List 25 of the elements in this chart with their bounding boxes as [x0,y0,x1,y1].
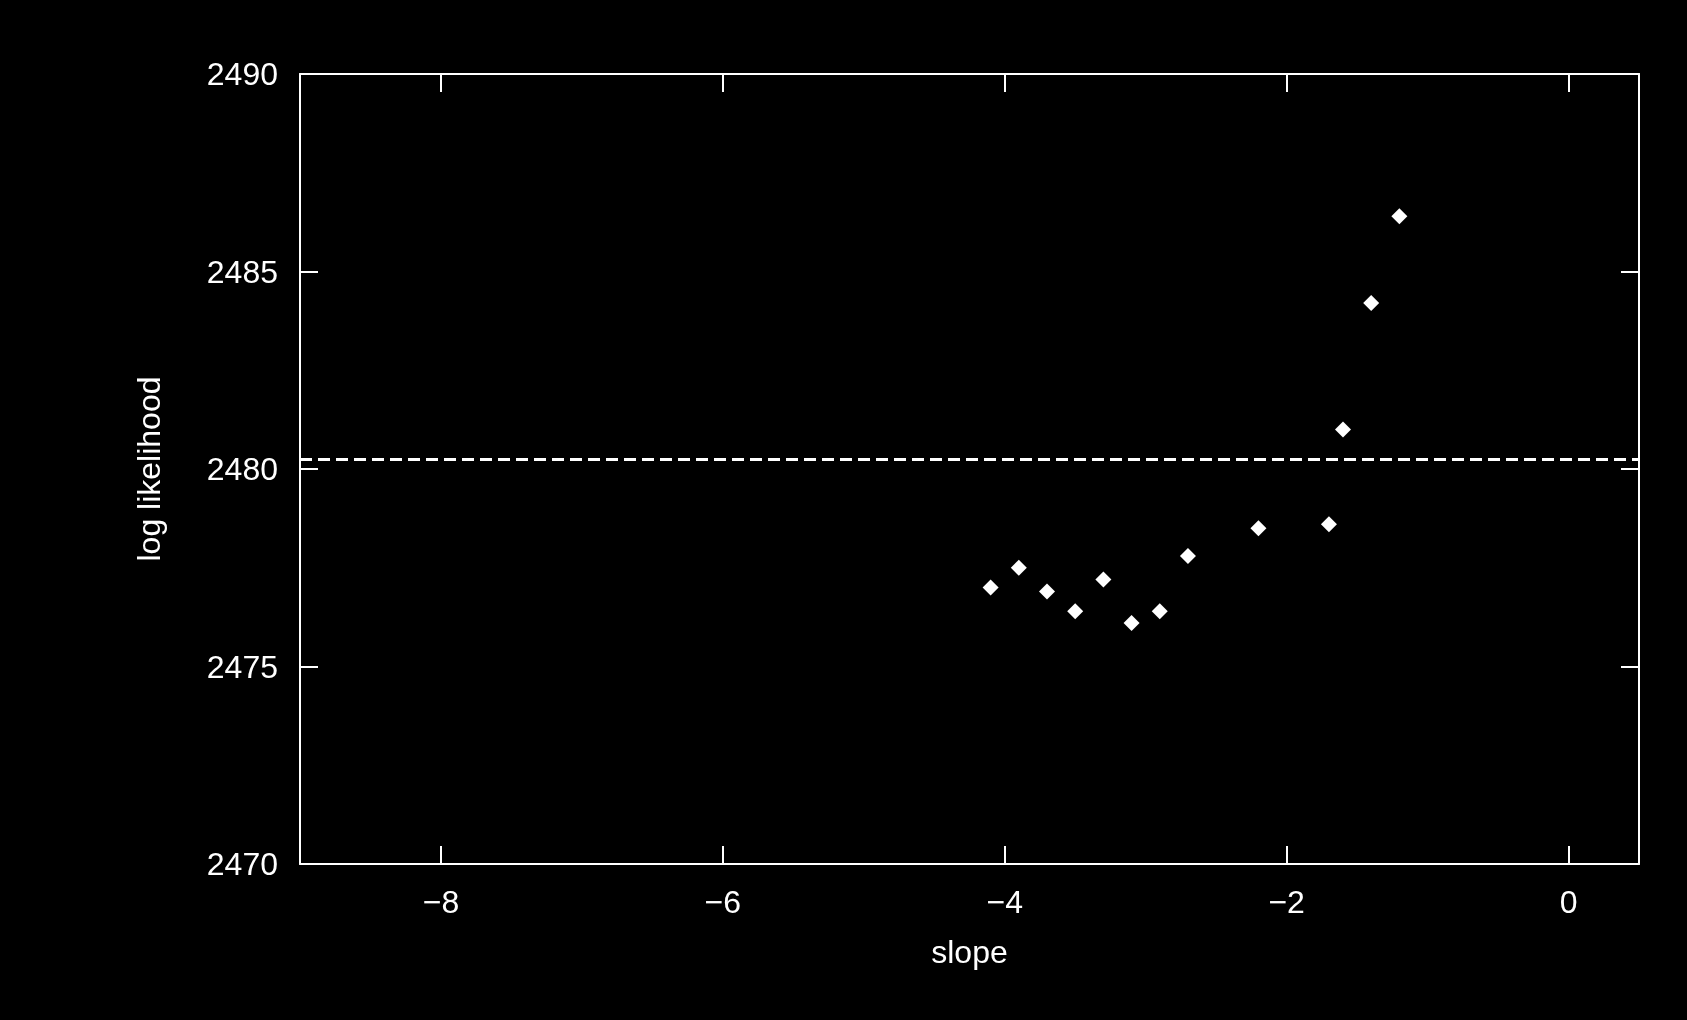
point [1320,516,1337,533]
point [1123,615,1140,632]
point [1250,520,1267,537]
y-tick-label: 2475 [206,648,278,685]
x-tick-label: −2 [1268,884,1305,920]
x-axis-title: slope [931,934,1008,970]
point [1335,421,1352,438]
point [982,579,999,596]
x-tick-label: 0 [1559,884,1578,920]
point [1391,208,1408,225]
y-tick-label: 2470 [206,846,278,882]
point [1179,547,1196,564]
x-tick-label: −4 [986,884,1023,920]
point [1363,295,1380,312]
point [1095,571,1112,588]
y-tick-label: 2485 [206,253,278,290]
x-tick-label: −8 [422,884,460,920]
y-axis-title: log likelihood [131,376,167,562]
y-tick-label: 2490 [206,56,278,92]
point [1010,559,1027,576]
y-tick-label: 2480 [206,451,278,487]
x-tick-label: −6 [704,884,742,920]
point [1151,603,1168,620]
point [1067,603,1084,620]
point [1039,583,1056,600]
